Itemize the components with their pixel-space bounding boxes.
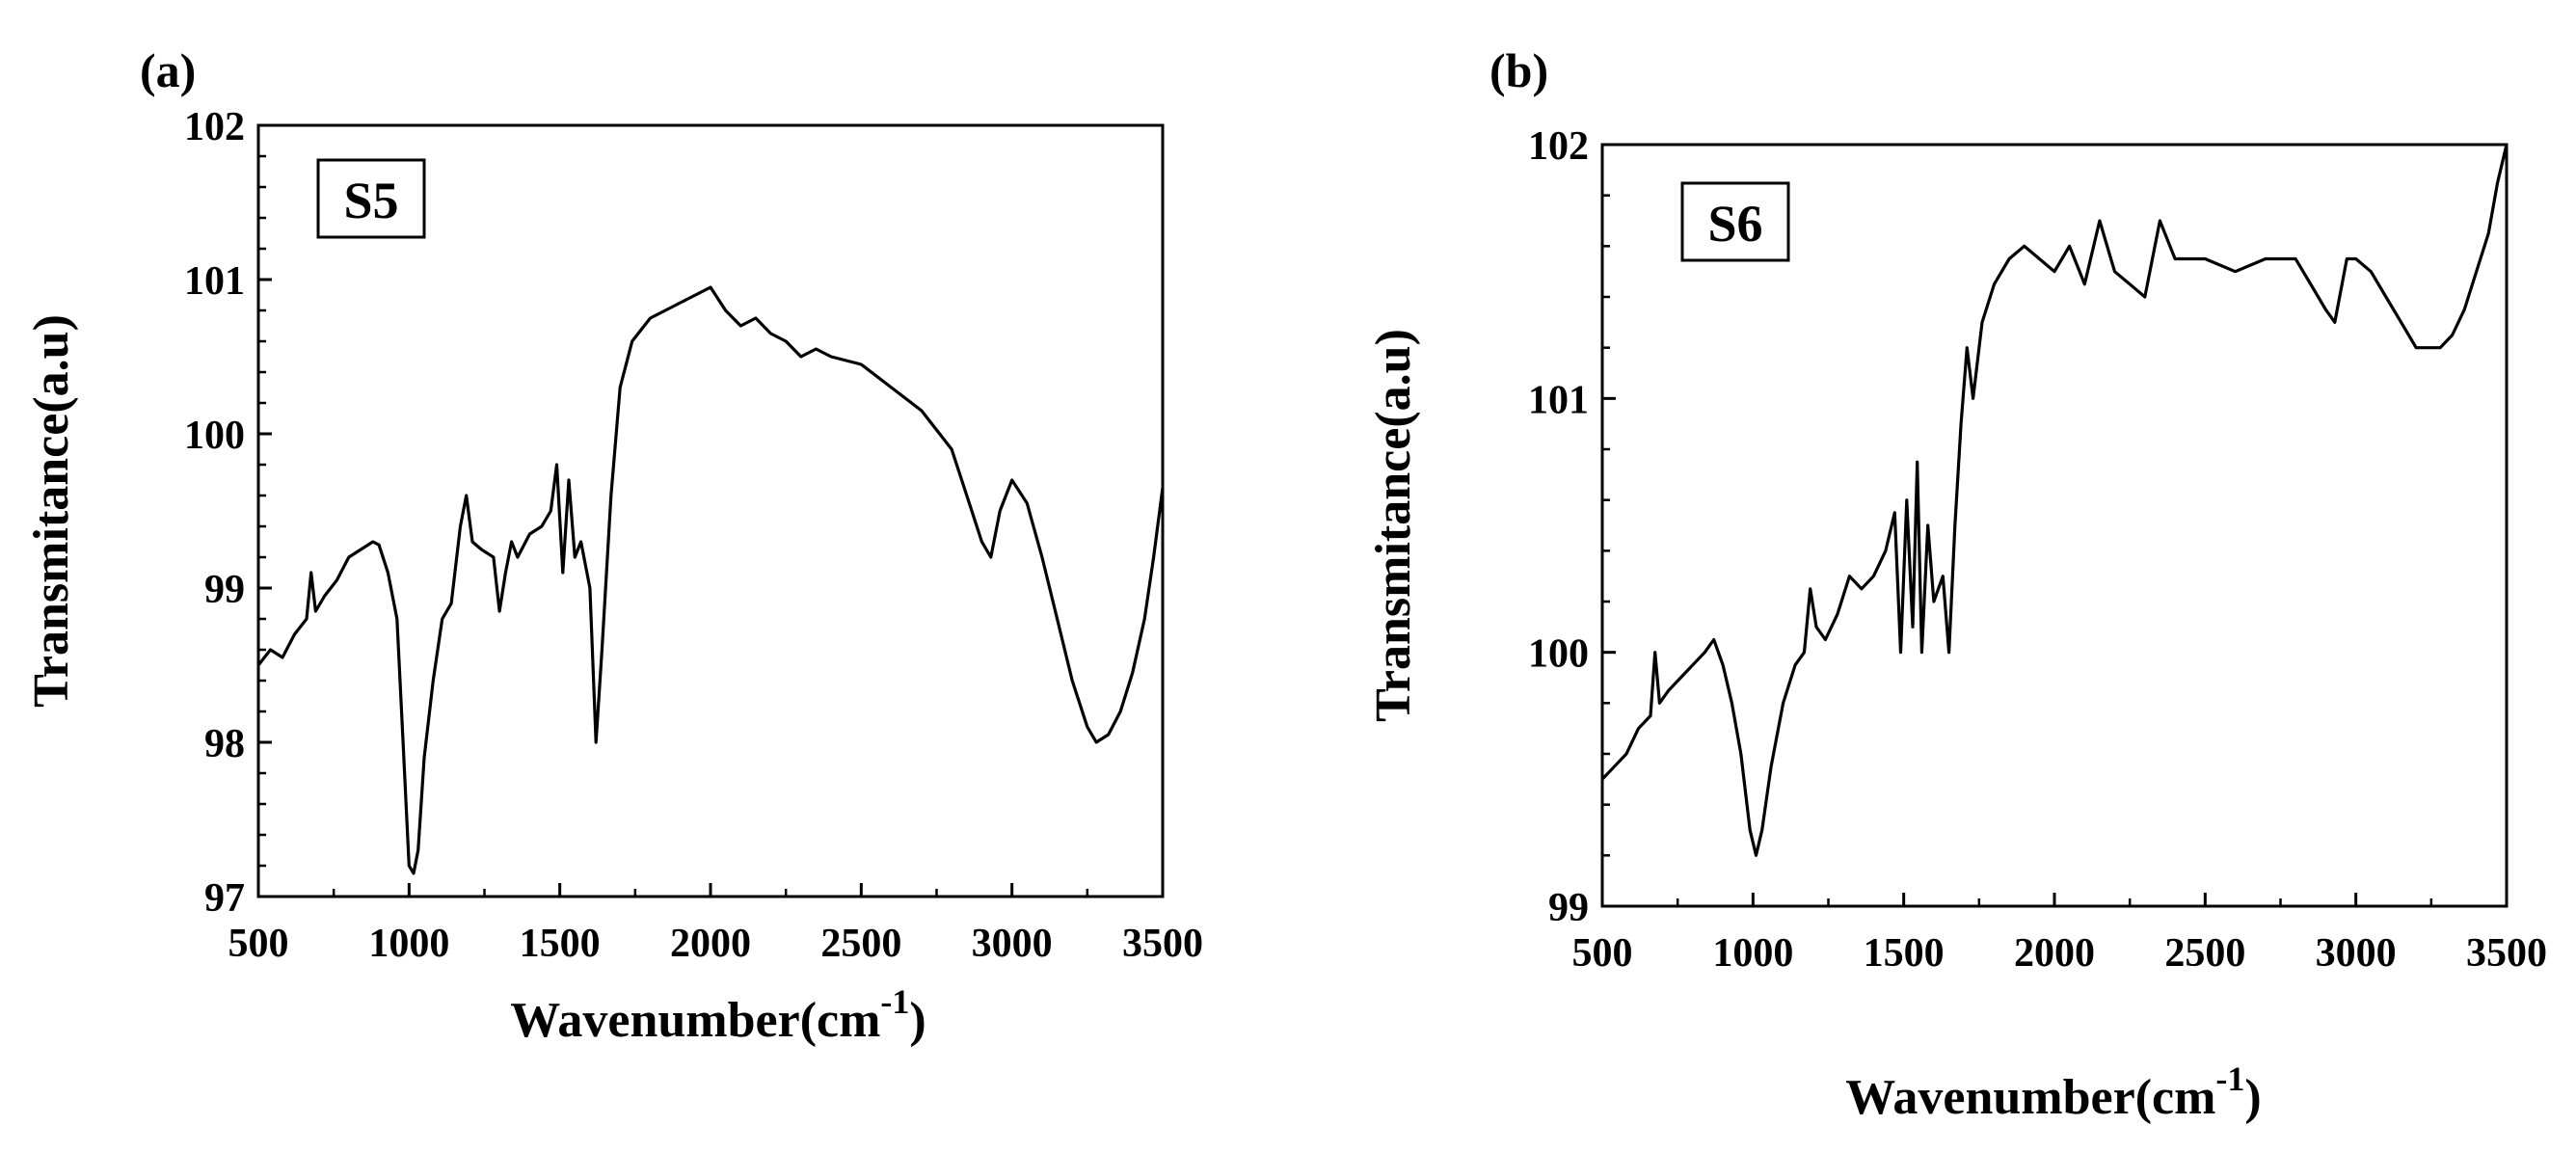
panel-a-y-axis-title: Transmitance(a.u) [24, 314, 79, 708]
panel-a-series-line [256, 285, 1165, 875]
y-tick-label: 102 [184, 105, 245, 149]
panel-a-x-axis-title-main: Wavenumber(cm [510, 993, 880, 1048]
panel-a-x-axis-title: Wavenumber(cm-1) [510, 982, 926, 1048]
x-tick-label: 500 [1572, 931, 1633, 976]
y-tick-label: 101 [1528, 378, 1589, 422]
panel-a-tick-labels: 500 1000 1500 2000 2500 3000 3500 97 98 99 100 101 1… [184, 105, 1203, 966]
panel-a-x-axis-title-tail: ) [909, 993, 926, 1048]
x-tick-label: 500 [228, 922, 289, 966]
y-tick-label: 99 [204, 568, 245, 612]
panel-a-x-axis-title-sup: -1 [880, 982, 909, 1021]
panel-b-legend-box [1680, 181, 1790, 262]
panel-a-label: (a) [140, 43, 196, 97]
x-tick-label: 3000 [972, 922, 1053, 966]
panel-b-x-axis-title-main: Wavenumber(cm [1845, 1070, 2215, 1125]
panel-a-legend-text: S5 [343, 172, 398, 229]
panel-b-series-line [1600, 144, 2509, 857]
panel-b-x-axis-title-tail: ) [2244, 1070, 2261, 1125]
panel-b: (b) 500 1000 1500 2000 2500 3000 3500 99 100 101 1… [1366, 43, 2547, 1125]
x-tick-label: 1000 [1712, 931, 1793, 976]
panel-b-tick-labels: 500 1000 1500 2000 2500 3000 3500 99 100 101 102 [1528, 124, 2547, 976]
panel-b-plot-frame [1600, 143, 2509, 908]
x-tick-label: 3500 [1122, 922, 1203, 966]
y-tick-label: 100 [1528, 632, 1589, 677]
x-tick-label: 2000 [2014, 931, 2095, 976]
panel-b-y-axis-title: Transmitance(a.u) [1366, 329, 1421, 722]
panel-b-legend-text: S6 [1707, 195, 1762, 253]
panel-b-label: (b) [1489, 43, 1548, 97]
x-tick-label: 3000 [2316, 931, 2397, 976]
y-tick-label: 98 [204, 722, 245, 766]
x-tick-label: 3500 [2466, 931, 2547, 976]
panel-a-plot-frame [256, 123, 1165, 898]
x-tick-label: 1000 [368, 922, 449, 966]
y-tick-label: 97 [204, 876, 245, 921]
panel-a-legend-box [316, 158, 426, 239]
panel-a-ticks [256, 123, 1165, 898]
y-tick-label: 102 [1528, 124, 1589, 169]
x-tick-label: 2000 [670, 922, 751, 966]
panel-b-x-axis-title: Wavenumber(cm-1) [1845, 1059, 2262, 1125]
panel-b-x-axis-title-sup: -1 [2215, 1059, 2244, 1098]
y-tick-label: 101 [184, 259, 245, 304]
y-tick-label: 100 [184, 414, 245, 458]
x-tick-label: 1500 [1864, 931, 1945, 976]
x-tick-label: 2500 [820, 922, 901, 966]
x-tick-label: 2500 [2164, 931, 2245, 976]
y-tick-label: 99 [1548, 886, 1589, 930]
panel-a: (a) 500 1000 1500 2000 2500 3000 3500 97 98 99 100… [24, 43, 1203, 1048]
x-tick-label: 1500 [520, 922, 601, 966]
